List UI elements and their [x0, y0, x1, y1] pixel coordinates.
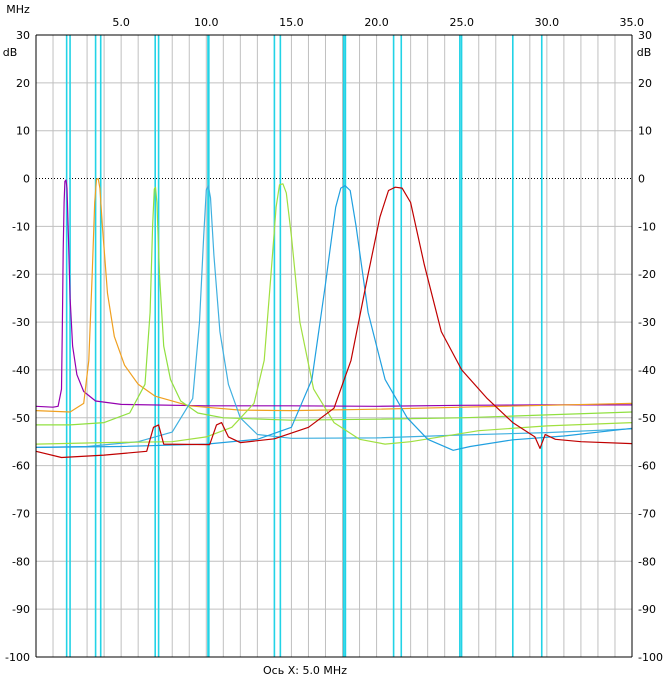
series-line-4 — [35, 185, 633, 448]
y-tick-label-right: -50 — [638, 412, 656, 425]
x-axis-caption: Ось X: 5.0 MHz — [263, 664, 347, 677]
series-line-2 — [35, 177, 633, 413]
y-tick-label-right: 10 — [638, 125, 652, 138]
y-tick-label-right: 30 — [638, 29, 652, 42]
series-line-6 — [35, 185, 633, 451]
y-tick-label-right: 20 — [638, 77, 652, 90]
x-tick-label: 25.0 — [449, 16, 474, 29]
series-line-1 — [35, 179, 632, 408]
y-tick-label-right: -80 — [638, 555, 656, 568]
y-tick-label-right: -40 — [638, 364, 656, 377]
y-tick-label-right: -70 — [638, 507, 656, 520]
series-line-3 — [36, 186, 633, 426]
axes: 30 30 20 20 10 10 0 0 -10 -10 -20 -20 -30 -30 -40 -40 -5… — [5, 16, 663, 664]
grid — [36, 35, 632, 657]
y-tick-label-left: -80 — [12, 555, 30, 568]
y-unit-left-label: dB — [3, 46, 18, 59]
y-tick-label-left: 30 — [16, 29, 30, 42]
y-tick-label-left: 20 — [16, 77, 30, 90]
y-tick-label-left: -70 — [12, 507, 30, 520]
x-tick-label: 15.0 — [279, 16, 304, 29]
y-tick-label-right: -90 — [638, 603, 656, 616]
y-tick-label-right: 0 — [638, 173, 645, 186]
y-tick-label-left: -20 — [12, 268, 30, 281]
y-tick-label-left: -90 — [12, 603, 30, 616]
y-tick-label-left: 10 — [16, 125, 30, 138]
x-tick-label: 35.0 — [620, 16, 645, 29]
y-tick-label-left: -30 — [12, 316, 30, 329]
x-unit-label: MHz — [6, 3, 30, 16]
x-tick-label: 10.0 — [194, 16, 219, 29]
y-unit-right-label: dB — [637, 46, 652, 59]
y-tick-label-right: -20 — [638, 268, 656, 281]
y-tick-label-right: -10 — [638, 220, 656, 233]
y-tick-label-left: -100 — [5, 651, 30, 664]
y-tick-label-right: -60 — [638, 460, 656, 473]
series-line-5 — [35, 183, 633, 445]
y-tick-label-left: -60 — [12, 460, 30, 473]
y-tick-label-left: 0 — [23, 173, 30, 186]
x-tick-label: 20.0 — [364, 16, 389, 29]
band-markers — [65, 35, 543, 657]
y-tick-label-right: -100 — [638, 651, 663, 664]
y-tick-label-left: -50 — [12, 412, 30, 425]
x-tick-label: 5.0 — [112, 16, 130, 29]
series-line-7 — [35, 186, 633, 459]
y-tick-label-left: -10 — [12, 220, 30, 233]
y-tick-label-right: -30 — [638, 316, 656, 329]
series-group — [35, 177, 633, 459]
y-tick-label-left: -40 — [12, 364, 30, 377]
x-tick-label: 30.0 — [535, 16, 560, 29]
